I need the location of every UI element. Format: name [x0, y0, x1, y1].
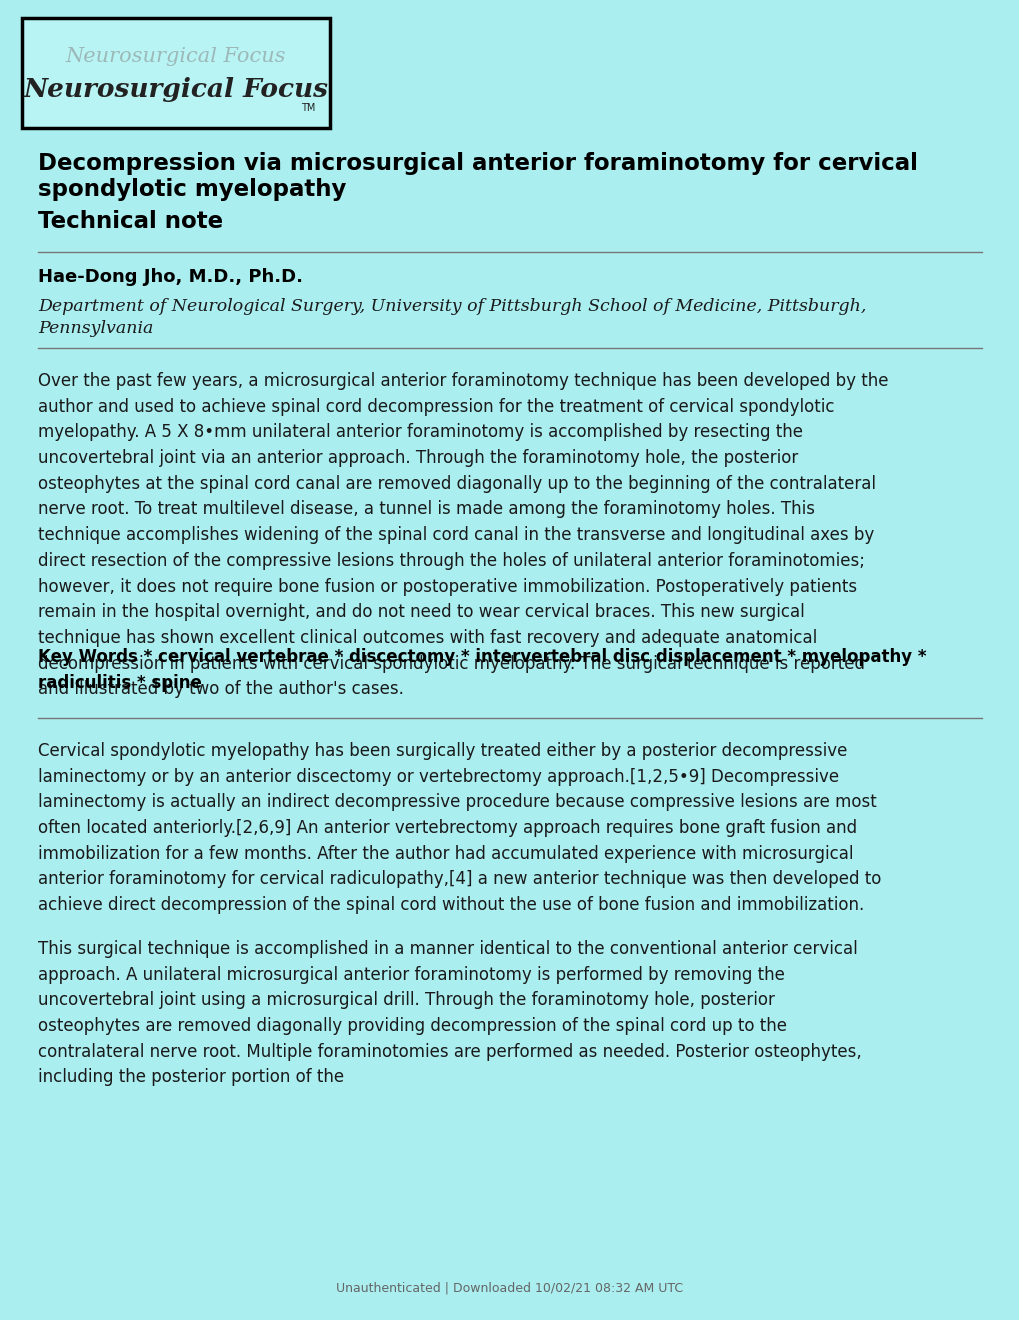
Text: Decompression via microsurgical anterior foraminotomy for cervical: Decompression via microsurgical anterior… [38, 152, 917, 176]
Text: Hae-Dong Jho, M.D., Ph.D.: Hae-Dong Jho, M.D., Ph.D. [38, 268, 303, 286]
Text: Neurosurgical Focus: Neurosurgical Focus [23, 78, 328, 103]
Text: Department of Neurological Surgery, University of Pittsburgh School of Medicine,: Department of Neurological Surgery, Univ… [38, 298, 865, 315]
Text: Over the past few years, a microsurgical anterior foraminotomy technique has bee: Over the past few years, a microsurgical… [38, 372, 888, 698]
Text: Neurosurgical Focus: Neurosurgical Focus [65, 46, 286, 66]
Text: Unauthenticated | Downloaded 10/02/21 08:32 AM UTC: Unauthenticated | Downloaded 10/02/21 08… [336, 1282, 683, 1295]
Text: Pennsylvania: Pennsylvania [38, 319, 153, 337]
Text: Technical note: Technical note [38, 210, 223, 234]
Text: TM: TM [301, 103, 315, 114]
Text: spondylotic myelopathy: spondylotic myelopathy [38, 178, 346, 201]
Bar [22, 18, 330, 128]
Text: Key Words * cervical vertebrae * discectomy * intervertebral disc displacement *: Key Words * cervical vertebrae * discect… [38, 648, 925, 692]
Text: This surgical technique is accomplished in a manner identical to the conventiona: This surgical technique is accomplished … [38, 940, 861, 1086]
Text: Cervical spondylotic myelopathy has been surgically treated either by a posterio: Cervical spondylotic myelopathy has been… [38, 742, 880, 915]
